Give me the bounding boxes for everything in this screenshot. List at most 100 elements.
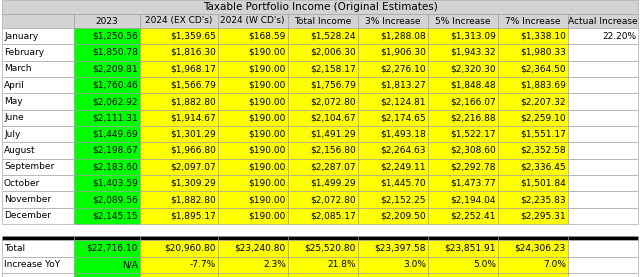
Bar bbox=[2, 273, 74, 277]
Bar bbox=[568, 77, 638, 93]
Text: 7% Increase: 7% Increase bbox=[505, 17, 561, 25]
Bar bbox=[498, 110, 568, 126]
Bar bbox=[428, 14, 498, 28]
Bar bbox=[358, 77, 428, 93]
Bar bbox=[2, 191, 74, 208]
Bar bbox=[288, 142, 358, 159]
Text: 3% Increase: 3% Increase bbox=[365, 17, 420, 25]
Bar bbox=[218, 77, 288, 93]
Bar bbox=[568, 110, 638, 126]
Bar bbox=[568, 191, 638, 208]
Text: $2,104.67: $2,104.67 bbox=[310, 113, 356, 122]
Bar bbox=[288, 44, 358, 61]
Text: $2,111.31: $2,111.31 bbox=[92, 113, 138, 122]
Text: Total: Total bbox=[4, 244, 25, 253]
Text: $2,097.07: $2,097.07 bbox=[170, 162, 216, 171]
Bar bbox=[218, 257, 288, 273]
Text: $2,209.50: $2,209.50 bbox=[380, 211, 426, 220]
Text: $1,250.56: $1,250.56 bbox=[92, 32, 138, 41]
Bar bbox=[498, 14, 568, 28]
Text: $2,156.80: $2,156.80 bbox=[310, 146, 356, 155]
Bar bbox=[568, 159, 638, 175]
Bar bbox=[218, 44, 288, 61]
Bar bbox=[2, 61, 74, 77]
Bar bbox=[288, 110, 358, 126]
Text: $1,756.79: $1,756.79 bbox=[310, 81, 356, 90]
Bar bbox=[498, 240, 568, 257]
Text: $190.00: $190.00 bbox=[248, 195, 286, 204]
Text: $1,301.29: $1,301.29 bbox=[170, 130, 216, 139]
Text: $2,276.10: $2,276.10 bbox=[380, 64, 426, 73]
Text: $2,152.25: $2,152.25 bbox=[380, 195, 426, 204]
Bar bbox=[498, 28, 568, 44]
Bar bbox=[428, 175, 498, 191]
Bar bbox=[140, 175, 218, 191]
Bar bbox=[498, 236, 568, 240]
Bar bbox=[140, 142, 218, 159]
Bar bbox=[74, 77, 140, 93]
Bar bbox=[218, 273, 288, 277]
Bar bbox=[358, 44, 428, 61]
Text: $2,308.60: $2,308.60 bbox=[450, 146, 496, 155]
Text: $2,264.63: $2,264.63 bbox=[380, 146, 426, 155]
Bar bbox=[498, 273, 568, 277]
Bar bbox=[140, 14, 218, 28]
Bar bbox=[358, 110, 428, 126]
Bar bbox=[358, 257, 428, 273]
Bar bbox=[2, 77, 74, 93]
Text: $1,816.30: $1,816.30 bbox=[170, 48, 216, 57]
Text: 22.20%: 22.20% bbox=[602, 32, 636, 41]
Bar bbox=[2, 126, 74, 142]
Text: 5% Increase: 5% Increase bbox=[435, 17, 491, 25]
Text: $1,491.29: $1,491.29 bbox=[310, 130, 356, 139]
Bar bbox=[2, 93, 74, 110]
Text: $190.00: $190.00 bbox=[248, 179, 286, 188]
Bar bbox=[428, 93, 498, 110]
Bar bbox=[358, 240, 428, 257]
Bar bbox=[428, 257, 498, 273]
Bar bbox=[428, 110, 498, 126]
Bar bbox=[140, 208, 218, 224]
Text: $2,352.58: $2,352.58 bbox=[520, 146, 566, 155]
Text: $1,882.80: $1,882.80 bbox=[170, 97, 216, 106]
Text: $2,145.15: $2,145.15 bbox=[92, 211, 138, 220]
Text: May: May bbox=[4, 97, 22, 106]
Text: $2,174.65: $2,174.65 bbox=[380, 113, 426, 122]
Bar bbox=[74, 208, 140, 224]
Text: $1,499.29: $1,499.29 bbox=[310, 179, 356, 188]
Bar bbox=[140, 273, 218, 277]
Bar bbox=[74, 175, 140, 191]
Bar bbox=[358, 126, 428, 142]
Text: $1,895.17: $1,895.17 bbox=[170, 211, 216, 220]
Bar bbox=[74, 236, 140, 240]
Text: 2024 (EX CD's): 2024 (EX CD's) bbox=[145, 17, 212, 25]
Text: $23,397.58: $23,397.58 bbox=[374, 244, 426, 253]
Text: $2,235.83: $2,235.83 bbox=[520, 195, 566, 204]
Bar bbox=[428, 61, 498, 77]
Text: $1,980.33: $1,980.33 bbox=[520, 48, 566, 57]
Bar bbox=[140, 236, 218, 240]
Bar bbox=[288, 208, 358, 224]
Text: $2,207.32: $2,207.32 bbox=[520, 97, 566, 106]
Bar bbox=[140, 44, 218, 61]
Bar bbox=[498, 44, 568, 61]
Bar bbox=[140, 240, 218, 257]
Text: $1,760.46: $1,760.46 bbox=[92, 81, 138, 90]
Bar bbox=[568, 240, 638, 257]
Text: 2024 (W CD's): 2024 (W CD's) bbox=[221, 17, 285, 25]
Text: $190.00: $190.00 bbox=[248, 162, 286, 171]
Text: N/A: N/A bbox=[122, 260, 138, 269]
Bar bbox=[568, 61, 638, 77]
Text: $2,295.31: $2,295.31 bbox=[520, 211, 566, 220]
Text: $1,968.17: $1,968.17 bbox=[170, 64, 216, 73]
Bar bbox=[568, 44, 638, 61]
Bar bbox=[218, 14, 288, 28]
Text: June: June bbox=[4, 113, 24, 122]
Text: $1,493.18: $1,493.18 bbox=[380, 130, 426, 139]
Text: $190.00: $190.00 bbox=[248, 48, 286, 57]
Text: $2,072.80: $2,072.80 bbox=[310, 195, 356, 204]
Bar bbox=[140, 61, 218, 77]
Bar bbox=[218, 191, 288, 208]
Text: $2,198.67: $2,198.67 bbox=[92, 146, 138, 155]
Bar bbox=[74, 159, 140, 175]
